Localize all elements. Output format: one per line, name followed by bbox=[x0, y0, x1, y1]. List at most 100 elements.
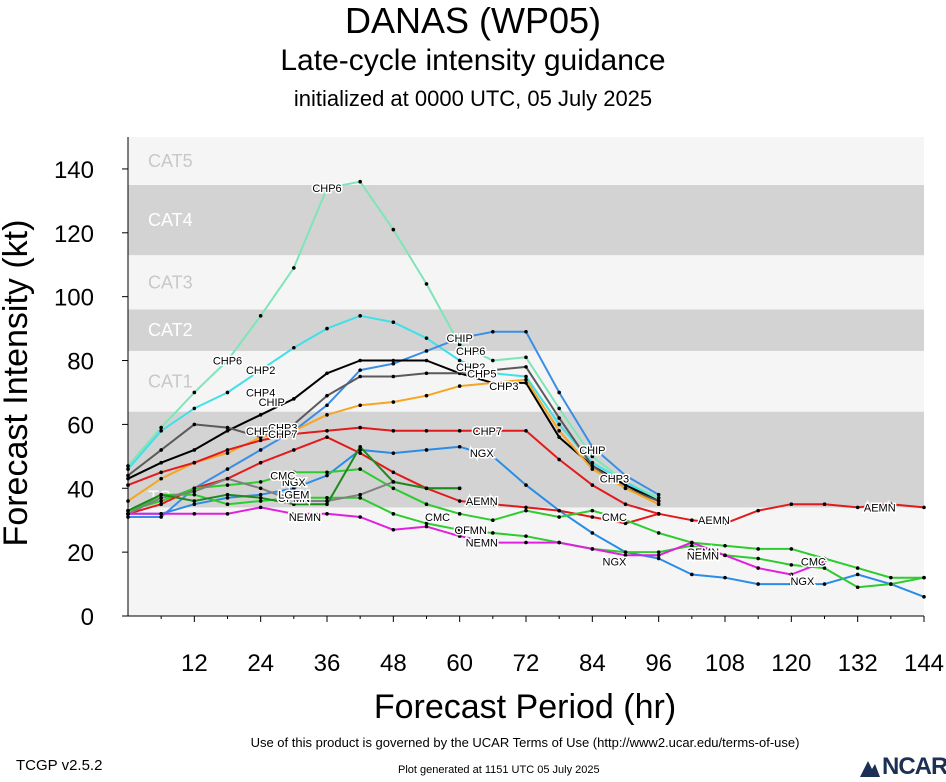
y-tick-label: 0 bbox=[81, 604, 94, 631]
data-point-ofmn bbox=[524, 534, 528, 538]
data-point-nemn bbox=[690, 540, 694, 545]
data-point-cmc bbox=[491, 518, 495, 522]
x-tick-label: 108 bbox=[705, 650, 745, 677]
data-point-chp2 bbox=[457, 358, 462, 363]
data-point-nemn bbox=[126, 512, 130, 516]
data-point-aemn bbox=[159, 502, 163, 507]
data-point-chp4 bbox=[126, 476, 130, 481]
data-point-dshp bbox=[457, 486, 462, 491]
data-point-lgem bbox=[159, 496, 163, 500]
data-point-chp4 bbox=[391, 358, 396, 363]
data-point-lgem bbox=[325, 499, 329, 503]
data-point-chp7 bbox=[159, 470, 163, 475]
band-ts bbox=[128, 411, 924, 508]
data-point-chp3 bbox=[457, 384, 462, 388]
data-point-chp7 bbox=[325, 428, 329, 433]
ncar-logo-icon bbox=[860, 761, 880, 777]
data-point-cmc bbox=[789, 547, 794, 551]
data-point-chp3 bbox=[225, 451, 230, 455]
x-tick-label: 144 bbox=[904, 650, 944, 677]
data-point-chp4 bbox=[325, 371, 329, 376]
data-point-chip bbox=[457, 336, 462, 340]
data-point-chp6 bbox=[358, 179, 362, 184]
data-point-ngx bbox=[690, 572, 694, 577]
data-point-chp7 bbox=[358, 425, 362, 430]
data-point-chp7 bbox=[524, 428, 528, 433]
data-point-chp3 bbox=[491, 381, 495, 385]
data-point-ofmn bbox=[922, 575, 926, 580]
data-point-aemn bbox=[656, 512, 661, 516]
data-point-chp5 bbox=[424, 371, 429, 376]
data-point-chp2 bbox=[391, 320, 396, 325]
series-label-aemn: AEMN bbox=[698, 515, 730, 527]
data-point-ngx bbox=[855, 572, 860, 577]
band-cat4 bbox=[128, 184, 924, 256]
data-point-chip bbox=[590, 444, 595, 449]
data-point-chp5 bbox=[192, 422, 197, 427]
data-point-chp3 bbox=[590, 467, 595, 471]
series-label-aemn: AEMN bbox=[466, 496, 498, 508]
data-point-nemn bbox=[590, 547, 595, 551]
series-label-chp3: CHP3 bbox=[489, 381, 518, 393]
data-point-chp3 bbox=[557, 428, 561, 433]
data-point-cmc bbox=[524, 508, 528, 513]
data-point-chp7 bbox=[391, 428, 396, 433]
data-point-ofmn bbox=[789, 563, 794, 567]
series-label-ngx: NGX bbox=[603, 557, 628, 569]
data-point-nemn bbox=[822, 559, 827, 564]
data-point-cmc bbox=[822, 556, 827, 561]
series-label-nemn: NEMN bbox=[687, 550, 719, 562]
data-point-chp6 bbox=[159, 425, 163, 430]
data-point-lgem bbox=[292, 499, 296, 503]
x-tick-label: 72 bbox=[513, 650, 540, 677]
band-label-cat1: CAT1 bbox=[148, 371, 193, 391]
x-tick-label: 24 bbox=[247, 650, 274, 677]
data-point-chp4 bbox=[225, 428, 230, 433]
data-point-chp4 bbox=[159, 460, 163, 465]
data-point-ofmn bbox=[391, 512, 396, 516]
data-point-aemn bbox=[723, 521, 727, 526]
data-point-nemn bbox=[424, 524, 429, 529]
data-point-chp6 bbox=[391, 227, 396, 232]
data-point-chp3 bbox=[656, 502, 661, 507]
series-label-ofmn: OFMN bbox=[687, 547, 719, 559]
data-point-ofmn bbox=[325, 496, 329, 500]
data-point-dshp bbox=[391, 480, 396, 484]
data-point-dshp bbox=[126, 508, 130, 513]
data-point-chp2 bbox=[590, 460, 595, 465]
data-point-ofmn bbox=[457, 527, 462, 532]
chart-subtitle: Late-cycle intensity guidance bbox=[280, 44, 666, 77]
data-point-chp2 bbox=[325, 326, 329, 331]
series-label-chip: CHIP bbox=[259, 397, 285, 409]
data-point-lgem bbox=[258, 486, 263, 491]
chart-title: DANAS (WP05) bbox=[344, 0, 602, 41]
series-label-chp5: CHP5 bbox=[467, 368, 496, 380]
data-point-cmc bbox=[855, 566, 860, 570]
band-label-cat2: CAT2 bbox=[148, 320, 193, 340]
series-label-cmc: CMC bbox=[801, 557, 826, 569]
ncar-logo-text: NCAR bbox=[882, 753, 946, 780]
series-label-chp3: CHP3 bbox=[268, 423, 297, 435]
data-point-ngx bbox=[524, 483, 528, 487]
x-tick-label: 36 bbox=[314, 650, 341, 677]
data-point-ofmn bbox=[623, 550, 628, 554]
data-point-ngx bbox=[922, 595, 926, 599]
data-point-chp3 bbox=[424, 393, 429, 398]
data-point-aemn bbox=[325, 435, 329, 439]
x-tick-label: 96 bbox=[645, 650, 672, 677]
data-point-aemn bbox=[457, 499, 462, 503]
data-point-chp5 bbox=[292, 422, 296, 427]
data-point-chp3 bbox=[391, 400, 396, 404]
data-point-chp6 bbox=[457, 342, 462, 347]
data-point-chp4 bbox=[424, 358, 429, 363]
data-point-nemn bbox=[192, 512, 197, 516]
x-tick-label: 132 bbox=[838, 650, 878, 677]
y-tick-label: 140 bbox=[54, 157, 94, 184]
data-point-chip bbox=[325, 403, 329, 408]
data-point-nemn bbox=[656, 553, 661, 558]
data-point-chp6 bbox=[491, 358, 495, 363]
data-point-ofmn bbox=[491, 531, 495, 535]
data-point-chip bbox=[126, 515, 130, 519]
